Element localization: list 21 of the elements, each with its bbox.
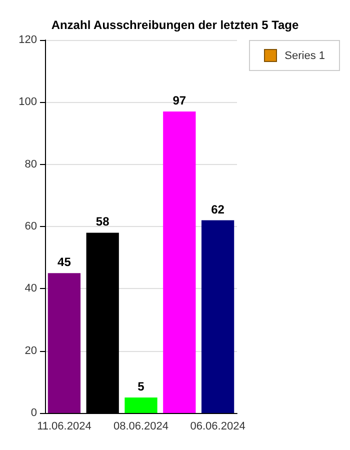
y-tick-label: 0 <box>30 407 37 419</box>
x-tick-label: 11.06.2024 <box>37 420 92 432</box>
data-label: 45 <box>58 255 72 270</box>
data-label: 62 <box>211 202 225 216</box>
y-tick-label: 20 <box>24 344 37 357</box>
bar <box>48 273 81 413</box>
chart-title: Anzahl Ausschreibungen der letzten 5 Tage <box>51 18 300 32</box>
y-tick-label: 100 <box>18 96 37 108</box>
y-tick-label: 80 <box>24 158 37 170</box>
bar <box>201 220 234 413</box>
bar <box>163 111 196 413</box>
y-tick-label: 60 <box>24 220 37 232</box>
data-label: 97 <box>172 93 186 108</box>
y-tick-label: 40 <box>24 282 37 295</box>
data-label: 5 <box>138 379 145 394</box>
text: Series 1 <box>284 50 325 62</box>
data-label: 58 <box>96 214 110 229</box>
x-tick-label: 06.06.2024 <box>190 420 246 432</box>
x-tick-label: 08.06.2024 <box>113 420 169 432</box>
y-tick-label: 120 <box>18 34 37 46</box>
bar <box>124 397 158 413</box>
